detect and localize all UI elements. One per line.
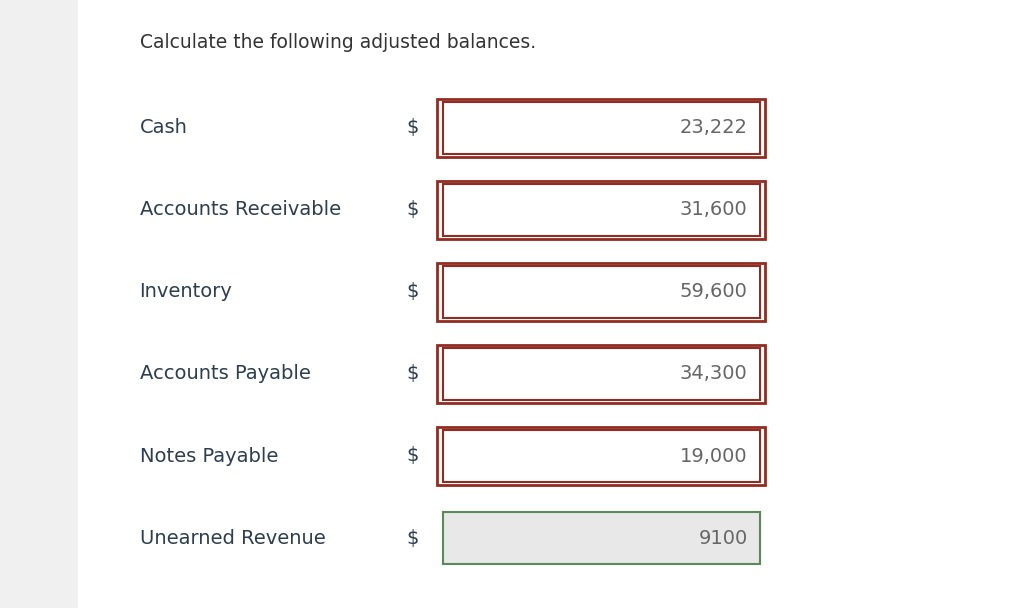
Text: Accounts Payable: Accounts Payable xyxy=(140,364,310,384)
Text: $: $ xyxy=(406,200,419,219)
Text: $: $ xyxy=(406,282,419,302)
FancyBboxPatch shape xyxy=(443,430,760,482)
Text: Accounts Receivable: Accounts Receivable xyxy=(140,200,341,219)
Text: Notes Payable: Notes Payable xyxy=(140,446,278,466)
Text: Unearned Revenue: Unearned Revenue xyxy=(140,528,326,548)
FancyBboxPatch shape xyxy=(443,184,760,235)
Text: 23,222: 23,222 xyxy=(679,118,748,137)
Text: $: $ xyxy=(406,364,419,384)
Text: 59,600: 59,600 xyxy=(679,282,748,302)
Text: 34,300: 34,300 xyxy=(679,364,748,384)
Text: Calculate the following adjusted balances.: Calculate the following adjusted balance… xyxy=(140,33,536,52)
Text: Cash: Cash xyxy=(140,118,187,137)
Text: $: $ xyxy=(406,528,419,548)
Text: 19,000: 19,000 xyxy=(680,446,748,466)
FancyBboxPatch shape xyxy=(443,348,760,400)
FancyBboxPatch shape xyxy=(0,0,78,608)
Text: $: $ xyxy=(406,446,419,466)
Text: 9100: 9100 xyxy=(698,528,748,548)
FancyBboxPatch shape xyxy=(443,102,760,154)
FancyBboxPatch shape xyxy=(443,266,760,317)
Text: $: $ xyxy=(406,118,419,137)
FancyBboxPatch shape xyxy=(443,512,760,564)
Text: Inventory: Inventory xyxy=(140,282,233,302)
Text: 31,600: 31,600 xyxy=(679,200,748,219)
